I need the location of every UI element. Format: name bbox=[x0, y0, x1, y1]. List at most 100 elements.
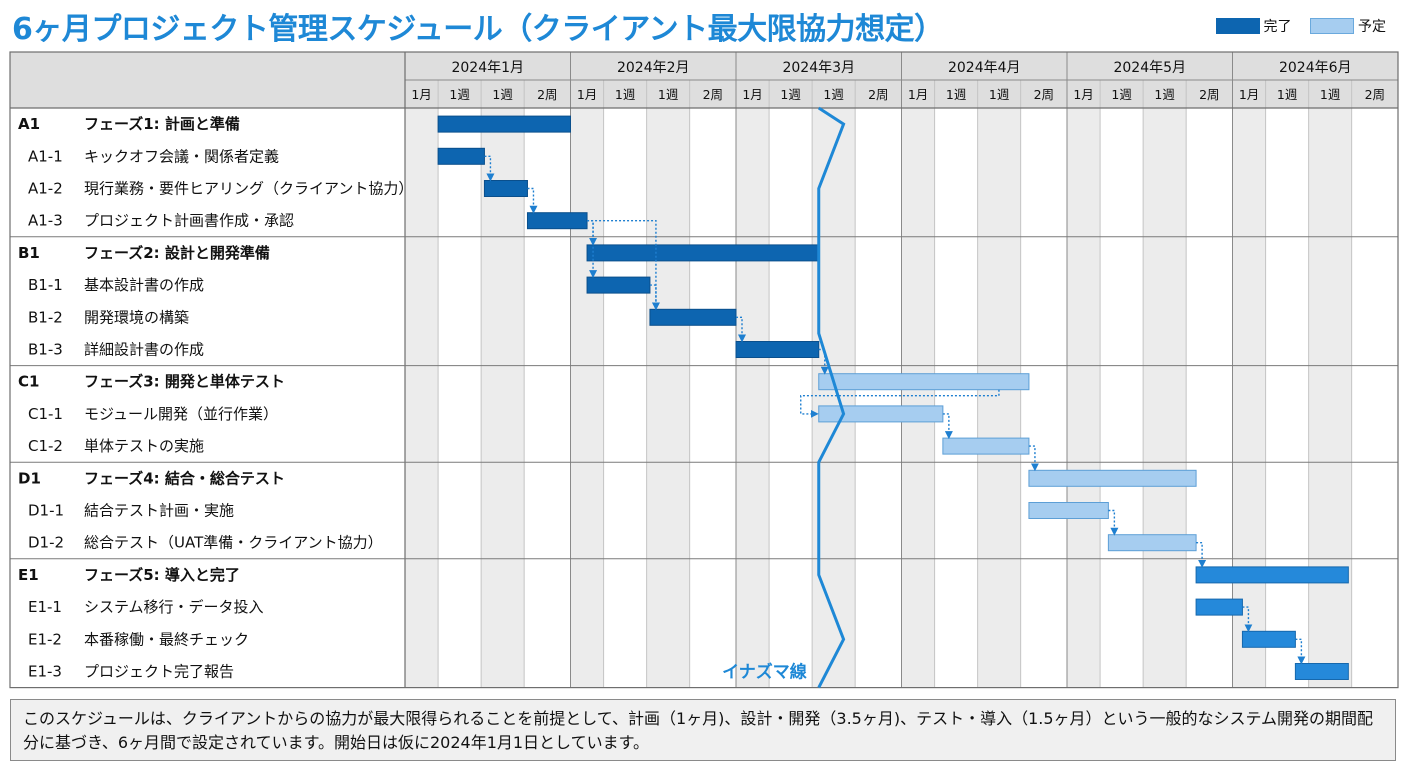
gantt-bar bbox=[1107, 534, 1197, 552]
dependency-arrow bbox=[1242, 606, 1253, 633]
dependency-arrow bbox=[527, 187, 538, 214]
gantt-bar bbox=[1028, 469, 1197, 487]
week-label: 1週 bbox=[1154, 87, 1175, 102]
task-name: 現行業務・要件ヒアリング（クライアント協力） bbox=[84, 180, 413, 198]
week-label: 1月 bbox=[1073, 87, 1093, 102]
task-id: D1-1 bbox=[28, 502, 64, 520]
gantt-bar bbox=[586, 276, 651, 294]
task-name: フェーズ3: 開発と単体テスト bbox=[84, 373, 285, 391]
week-label: 1月 bbox=[577, 87, 597, 102]
week-column-shade bbox=[481, 108, 525, 688]
task-id: B1 bbox=[18, 244, 40, 262]
gantt-bar bbox=[526, 212, 588, 230]
task-name: 単体テストの実施 bbox=[84, 437, 204, 455]
dependency-arrow bbox=[587, 220, 660, 311]
task-id: A1-3 bbox=[28, 212, 63, 230]
week-label: 1週 bbox=[989, 87, 1010, 102]
task-id: B1-1 bbox=[28, 276, 63, 294]
gantt-bar bbox=[586, 244, 820, 262]
gantt-bar bbox=[1195, 566, 1349, 584]
week-label: 1月 bbox=[742, 87, 762, 102]
week-label: 1週 bbox=[658, 87, 679, 102]
gantt-bar bbox=[1028, 502, 1109, 519]
week-column-shade bbox=[1308, 108, 1352, 688]
task-id: D1 bbox=[18, 469, 41, 487]
week-column-shade bbox=[646, 108, 690, 688]
task-name: 本番稼働・最終チェック bbox=[84, 630, 249, 648]
task-id: C1-1 bbox=[28, 405, 63, 423]
dependency-arrow bbox=[1108, 509, 1119, 536]
week-label: 1週 bbox=[1277, 87, 1298, 102]
month-label: 2024年1月 bbox=[451, 60, 524, 76]
task-id: C1-2 bbox=[28, 437, 63, 455]
dependency-arrow bbox=[1196, 542, 1207, 568]
legend-label-planned: 予定 bbox=[1358, 19, 1386, 35]
week-label: 2周 bbox=[1365, 87, 1385, 102]
gantt-bar bbox=[942, 437, 1030, 455]
week-label: 2周 bbox=[868, 87, 888, 102]
legend-label-done: 完了 bbox=[1263, 19, 1292, 35]
task-id: D1-2 bbox=[28, 534, 64, 552]
month-label: 2024年4月 bbox=[948, 60, 1021, 76]
dependency-arrow bbox=[649, 284, 660, 311]
week-column-shade bbox=[736, 108, 770, 688]
week-label: 1週 bbox=[492, 87, 513, 102]
task-id: E1-3 bbox=[28, 663, 62, 681]
week-column-shade bbox=[977, 108, 1021, 688]
chart-frame bbox=[9, 51, 1399, 689]
task-name: フェーズ4: 結合・総合テスト bbox=[84, 469, 285, 487]
gantt-bar bbox=[818, 373, 1030, 391]
dependency-arrow bbox=[800, 389, 1000, 418]
legend-item-planned: 予定 bbox=[1310, 16, 1386, 36]
footnote: このスケジュールは、クライアントからの協力が最大限得られることを前提として、計画… bbox=[10, 699, 1396, 761]
task-id: A1-1 bbox=[28, 147, 63, 165]
month-label: 2024年3月 bbox=[782, 60, 855, 76]
task-name: 結合テスト計画・実施 bbox=[84, 502, 234, 520]
task-name: フェーズ1: 計画と準備 bbox=[84, 115, 240, 133]
week-label: 2周 bbox=[1034, 87, 1054, 102]
task-name: フェーズ5: 導入と完了 bbox=[84, 566, 240, 584]
week-column-shade bbox=[570, 108, 604, 688]
gantt-bar bbox=[649, 308, 737, 326]
gantt-chart: 1月 1週 1週 2周 2024年1月 1月 1週 1週 2周 2024年2月 1月 1週 1週 2周 20… bbox=[9, 51, 1399, 689]
legend-swatch-planned bbox=[1310, 18, 1354, 34]
week-column-shade bbox=[1143, 108, 1187, 688]
task-name: 詳細設計書の作成 bbox=[84, 341, 204, 359]
task-id: A1 bbox=[18, 115, 40, 133]
gantt-bar bbox=[1195, 598, 1243, 616]
task-id: C1 bbox=[18, 373, 39, 391]
week-label: 2周 bbox=[1199, 87, 1219, 102]
inazuma-line bbox=[817, 106, 846, 689]
week-label: 2周 bbox=[703, 87, 723, 102]
week-label: 1週 bbox=[780, 87, 801, 102]
legend-item-done: 完了 bbox=[1215, 16, 1292, 36]
week-label: 2周 bbox=[537, 87, 557, 102]
week-label: 1週 bbox=[946, 87, 967, 102]
task-name: モジュール開発（並行作業） bbox=[84, 405, 278, 423]
gantt-bar bbox=[483, 180, 528, 197]
month-label: 2024年2月 bbox=[617, 60, 690, 76]
week-column-shade bbox=[1067, 108, 1101, 688]
task-id: E1-1 bbox=[28, 598, 62, 616]
page-title: 6ヶ月プロジェクト管理スケジュール（クライアント最大限協力想定） bbox=[12, 12, 944, 47]
week-column-shade bbox=[1232, 108, 1266, 688]
legend: 完了 予定 bbox=[1202, 16, 1386, 38]
gantt-bar bbox=[1294, 663, 1349, 680]
dependency-arrow bbox=[1028, 445, 1039, 472]
task-name: 基本設計書の作成 bbox=[84, 276, 204, 294]
week-label: 1月 bbox=[908, 87, 928, 102]
week-label: 1週 bbox=[1320, 87, 1341, 102]
week-column-shade bbox=[405, 108, 439, 688]
task-id: E1 bbox=[18, 566, 39, 584]
inazuma-label: イナズマ線 bbox=[722, 662, 807, 683]
dependency-arrow bbox=[1295, 638, 1306, 665]
week-label: 1週 bbox=[615, 87, 636, 102]
dependency-arrow bbox=[484, 155, 495, 182]
dependency-arrow bbox=[942, 413, 953, 440]
task-name: 開発環境の構築 bbox=[84, 308, 189, 326]
week-label: 1週 bbox=[1111, 87, 1132, 102]
dependency-arrow bbox=[736, 316, 746, 343]
week-label: 1週 bbox=[823, 87, 844, 102]
task-name: プロジェクト完了報告 bbox=[84, 663, 234, 681]
month-label: 2024年6月 bbox=[1279, 60, 1352, 76]
